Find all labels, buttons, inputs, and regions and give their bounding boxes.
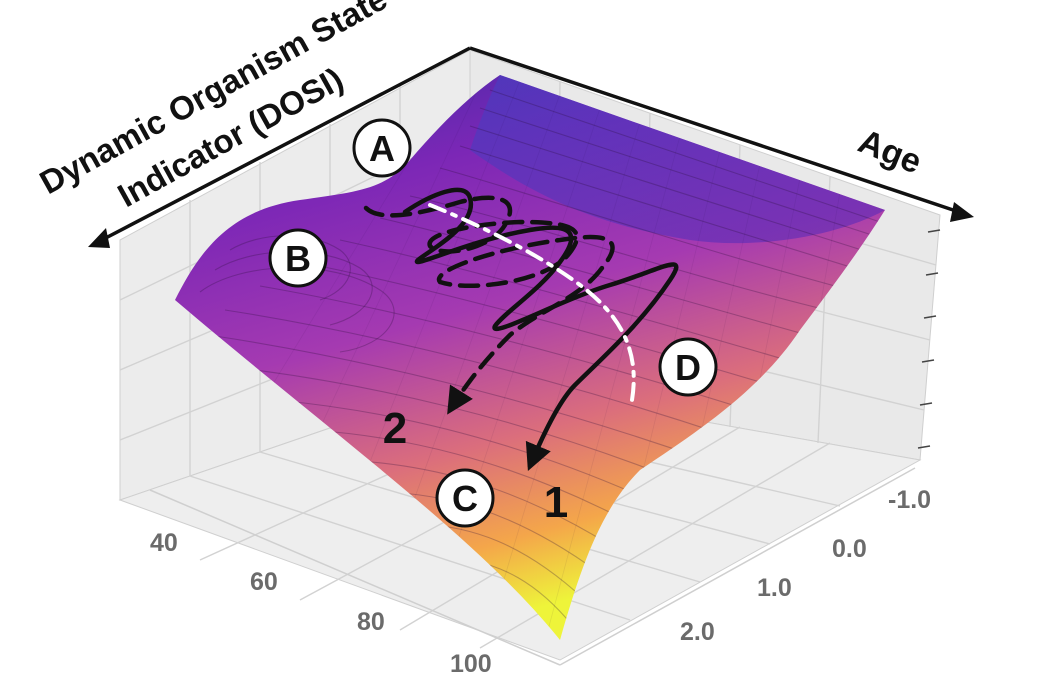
marker-c: C [435,468,495,528]
svg-text:D: D [675,347,701,388]
tick-label: 1.0 [757,574,792,602]
tick-label: 80 [357,608,385,636]
trajectory-2-path [363,195,615,415]
depth-axis-title: Age [853,122,927,181]
vertical-axis-arrow [97,46,471,244]
landscape-surface [175,75,885,640]
svg-text:B: B [285,238,311,279]
trajectory-label-2: 2 [383,404,407,453]
marker-d: D [658,337,718,397]
svg-text:A: A [369,128,395,169]
marker-a: A [352,118,412,178]
tick-label: 40 [150,529,178,557]
svg-text:C: C [452,478,478,519]
tick-label: 60 [250,568,278,596]
trajectory-label-1: 1 [544,478,568,527]
tick-label: -1.0 [888,486,931,514]
trajectories [363,187,679,471]
marker-b: B [268,228,328,288]
axis-arrows [88,46,974,248]
depth-axis-arrow [469,46,963,215]
tick-label: 2.0 [680,618,715,646]
separatrix-path [428,203,636,402]
state-markers: A B C D [268,118,718,528]
trajectory-labels: 1 2 [383,404,568,527]
right-tick-labels: -1.0 0.0 1.0 2.0 [680,486,931,646]
tick-label: 100 [450,650,492,678]
tick-label: 0.0 [832,535,867,563]
left-tick-labels: 40 60 80 100 [150,529,492,678]
